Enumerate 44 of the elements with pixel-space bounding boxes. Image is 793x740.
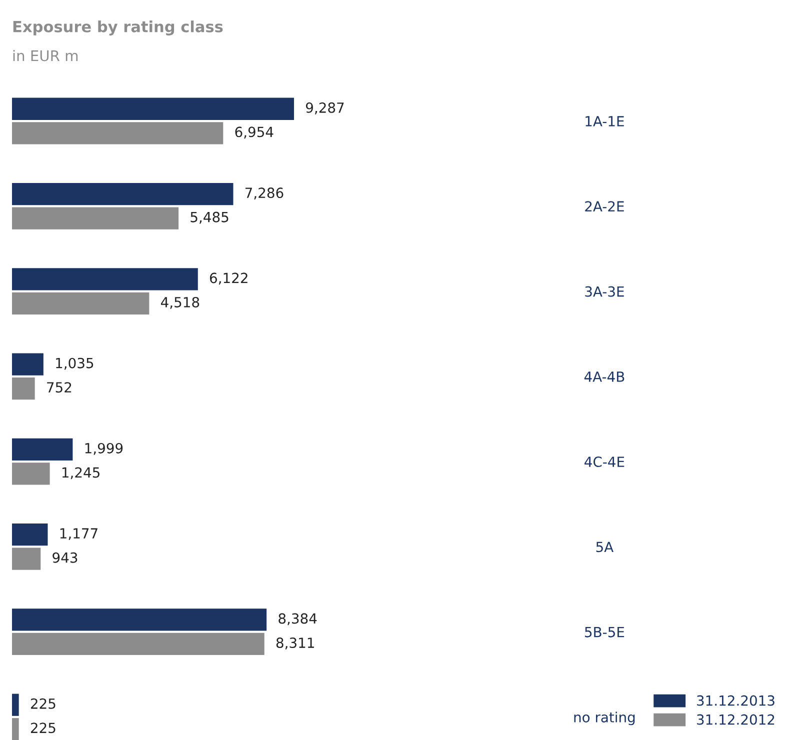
bar: [12, 207, 179, 230]
y-tick-label: 5A: [596, 542, 614, 552]
bar: [12, 182, 234, 206]
data-label: 8,311: [276, 638, 314, 650]
legend-label: 31.12.2012: [697, 714, 774, 725]
data-label: 5,485: [190, 212, 228, 224]
y-tick-label: 5B-5E: [585, 627, 624, 638]
data-label: 9,287: [306, 102, 344, 114]
data-label: 8,384: [278, 613, 317, 626]
y-tick-label: 2A-2E: [585, 201, 624, 212]
bar: [12, 548, 41, 570]
bar: [12, 292, 150, 314]
bar: [12, 98, 294, 120]
bar: [12, 268, 198, 290]
data-label: 6,954: [235, 126, 274, 139]
bar: [12, 694, 19, 716]
bar: [12, 632, 264, 656]
data-label: 1,177: [60, 528, 98, 540]
bar: [12, 462, 50, 485]
y-tick-label: 4C-4E: [584, 456, 624, 468]
y-tick-label: no rating: [574, 712, 635, 726]
data-label: 225: [30, 698, 56, 709]
bar: [12, 524, 48, 546]
bar: [12, 608, 267, 631]
bar: [12, 122, 224, 144]
data-label: 4,518: [160, 296, 200, 309]
data-label: 1,999: [85, 442, 123, 455]
y-tick-label: 4A-4B: [584, 372, 624, 382]
bar: [12, 438, 73, 461]
bar: [12, 353, 44, 376]
data-label: 1,035: [56, 358, 94, 370]
data-label: 752: [47, 382, 72, 393]
data-label: 943: [52, 552, 78, 563]
y-tick-label: 1A-1E: [586, 116, 624, 126]
chart-title: Exposure by rating class: [13, 20, 223, 36]
data-label: 1,245: [62, 467, 100, 480]
data-label: 7,286: [245, 188, 284, 200]
data-label: 6,122: [210, 272, 248, 285]
legend-label: 31.12.2013: [697, 695, 774, 706]
bar: [12, 377, 35, 400]
y-tick-label: 3A-3E: [585, 286, 624, 297]
chart-subtitle: in EUR m: [13, 50, 78, 62]
bar: [12, 718, 19, 740]
data-label: 225: [30, 722, 56, 734]
